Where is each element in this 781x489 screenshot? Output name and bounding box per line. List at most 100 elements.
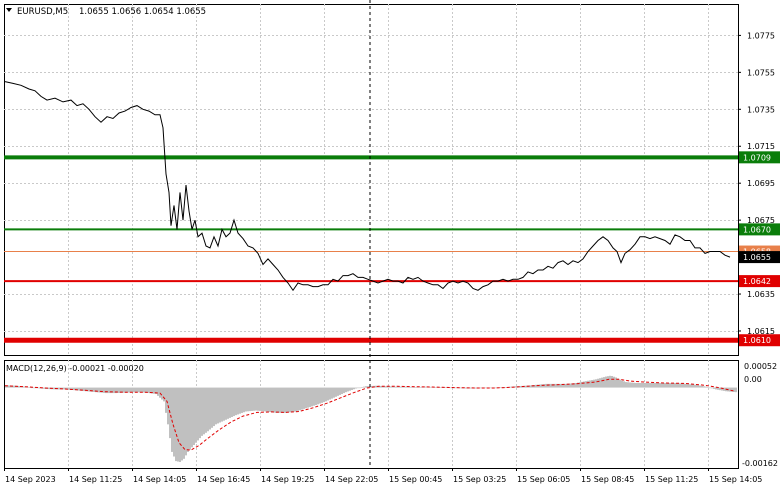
macd-bar [643,382,645,388]
macd-bar [311,387,313,407]
macd-bar [633,382,635,388]
macd-bar [593,379,595,388]
macd-bar [273,387,275,413]
macd-bar [539,384,541,388]
level-tag-label: 1.0610 [743,336,771,345]
macd-bar [665,382,667,388]
macd-bar [553,383,555,388]
macd-bar [479,387,481,389]
macd-bar [731,387,733,392]
macd-bottom-tick: -0.00162 [742,459,778,468]
macd-bar [223,387,225,421]
macd-bar [379,385,381,388]
macd-bar [411,386,413,388]
macd-bar [11,385,13,388]
macd-bar [599,378,601,388]
macd-bar [197,387,199,441]
macd-bar [657,382,659,388]
macd-bar [687,384,689,388]
macd-bar [199,387,201,439]
macd-pane-border [4,360,739,469]
macd-bar [31,387,33,389]
macd-bar [475,387,477,389]
macd-bar [385,386,387,388]
price-tick-label: 1.0615 [747,327,775,336]
macd-bar [173,387,175,457]
macd-bar [361,387,363,388]
macd-bar [395,386,397,388]
macd-header: MACD(12,26,9) -0.00021 -0.00020 0.00052 … [6,362,778,468]
macd-bar [275,387,277,413]
macd-bar [469,387,471,389]
macd-bar [145,387,147,393]
macd-bar [429,386,431,388]
macd-bar [581,381,583,388]
macd-bar [661,382,663,388]
macd-bar [673,382,675,388]
macd-bar [127,387,129,393]
macd-bar [293,387,295,412]
macd-bar [679,383,681,388]
macd-bar [279,387,281,413]
macd-bar [135,387,137,393]
macd-bar [265,387,267,412]
macd-bar [671,382,673,388]
macd-bar [659,382,661,388]
macd-bar [79,387,81,391]
macd-bar [195,387,197,443]
macd-bar [319,387,321,404]
macd-bar [281,387,283,413]
macd-bar [583,381,585,388]
level-tag-bg [739,223,780,236]
macd-bar [87,387,89,392]
price-pane-border [4,4,739,356]
macd-bar [37,387,39,389]
macd-bar [403,386,405,388]
macd-bar [597,378,599,388]
macd-bar [555,383,557,388]
macd-bar [205,387,207,433]
macd-bar [207,387,209,432]
macd-bar [353,387,355,390]
macd-bar [241,387,243,413]
macd-bar [695,384,697,388]
macd-bar [459,387,461,389]
macd-bar [435,387,437,388]
macd-bar [537,384,539,388]
macd-bar [227,387,229,419]
chart-frame [4,4,739,469]
macd-bar [709,387,711,389]
macd-bar [303,387,305,409]
macd-bar [367,386,369,388]
macd-bar [105,387,107,394]
macd-bar [705,386,707,388]
macd-bar [651,382,653,388]
macd-bar [489,387,491,389]
macd-bar [407,386,409,388]
ohlc-values: 1.0655 1.0656 1.0654 1.0655 [79,7,206,17]
macd-bar [261,387,263,412]
macd-bar [315,387,317,406]
macd-bar [269,387,271,413]
triangle-down-icon[interactable] [6,8,12,12]
macd-bar [131,387,133,393]
macd-bar [267,387,269,412]
macd-bar [719,387,721,391]
macd-bar [631,382,633,388]
macd-bar [97,387,99,393]
time-tick-label: 14 Sep 22:05 [325,475,378,484]
macd-bar [641,382,643,388]
macd-bar [181,387,183,461]
macd-bar [125,387,127,393]
macd-bar [9,385,11,388]
macd-bar [389,386,391,388]
macd-bar [615,377,617,388]
macd-bar [415,387,417,388]
macd-bar [717,387,719,390]
macd-bar [675,382,677,388]
macd-bar [655,382,657,388]
time-tick-label: 14 Sep 14:05 [133,475,186,484]
macd-bar [623,381,625,388]
macd-bar [625,382,627,388]
